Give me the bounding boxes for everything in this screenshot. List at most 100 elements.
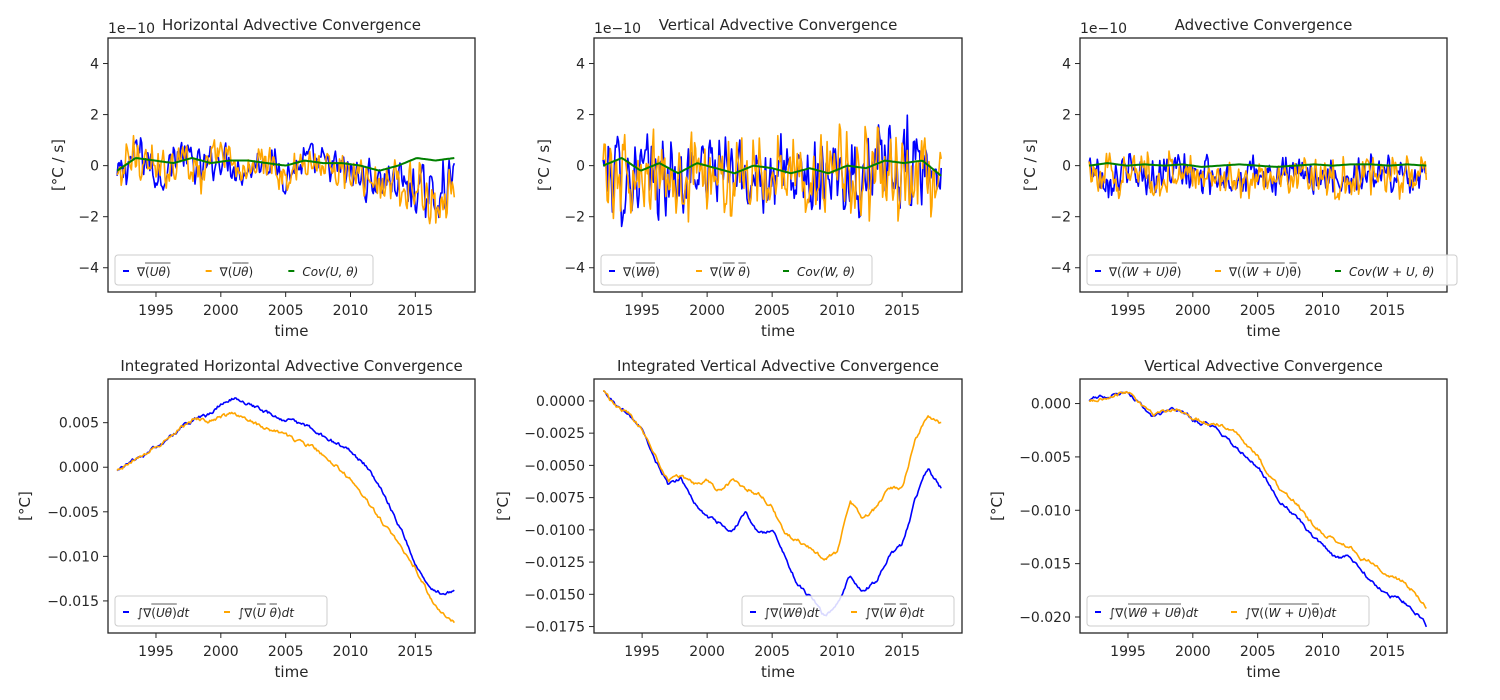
y-tick-label: −0.0075 bbox=[524, 491, 585, 507]
x-tick-label: 1995 bbox=[624, 303, 660, 319]
legend-open: ( bbox=[631, 265, 636, 279]
legend-body: Uθ bbox=[232, 265, 249, 279]
legend-box bbox=[1086, 254, 1458, 286]
y-tick-label: 0.005 bbox=[59, 416, 99, 432]
y-tick-label: −2 bbox=[78, 210, 99, 226]
x-tick-label: 2000 bbox=[203, 303, 239, 319]
legend-post: dt bbox=[177, 606, 191, 620]
y-tick-label: 0.000 bbox=[1031, 397, 1071, 413]
legend-open: ( bbox=[145, 265, 150, 279]
x-tick-label: 2005 bbox=[268, 303, 304, 319]
legend-open: (( bbox=[1259, 606, 1268, 620]
legend-label-2: ∫∇(U θ)dt bbox=[238, 606, 295, 620]
x-axis-label: time bbox=[275, 663, 309, 681]
y-tick-label: −4 bbox=[1050, 261, 1071, 277]
legend-func: ∇ bbox=[136, 265, 146, 279]
x-tick-label: 1995 bbox=[1110, 644, 1146, 660]
series-group bbox=[116, 397, 455, 624]
y-tick-label: −0.010 bbox=[47, 549, 99, 565]
legend-open: ( bbox=[228, 265, 233, 279]
legend-label-1: ∫∇(Wθ + Uθ)dt bbox=[1109, 606, 1199, 620]
legend: ∇(Wθ) ∇(W θ) Cov(W, θ) bbox=[600, 254, 873, 286]
x-tick-label: 2000 bbox=[203, 644, 239, 660]
legend-post: dt bbox=[282, 606, 296, 620]
series-line-2 bbox=[1088, 390, 1427, 609]
axis-offset-label: 1e−10 bbox=[108, 21, 155, 37]
x-tick-label: 2000 bbox=[1175, 303, 1211, 319]
legend-pre: ∫ bbox=[1109, 606, 1115, 620]
legend-func: ∇ bbox=[142, 606, 152, 620]
legend-body: (W + U)θ bbox=[1122, 265, 1178, 279]
legend-open: ( bbox=[1117, 265, 1122, 279]
legend-label-3: Cov(W, θ) bbox=[797, 265, 855, 279]
series-line-2 bbox=[602, 390, 942, 561]
legend-close: ) bbox=[249, 265, 254, 279]
chart-title: Horizontal Advective Convergence bbox=[162, 16, 421, 34]
x-tick-label: 2005 bbox=[754, 644, 790, 660]
legend-body: Cov(W, θ) bbox=[797, 265, 855, 279]
series-group bbox=[1088, 150, 1428, 201]
series-group bbox=[1088, 390, 1428, 628]
axis-offset-label: 1e−10 bbox=[1080, 21, 1127, 37]
series-line-3 bbox=[1088, 162, 1427, 168]
legend-post: dt bbox=[912, 606, 926, 620]
y-tick-label: −0.0100 bbox=[524, 523, 585, 539]
plot-frame bbox=[107, 378, 476, 634]
legend-func: ∇ bbox=[1250, 606, 1260, 620]
legend-pre: ∫ bbox=[764, 606, 770, 620]
y-tick-label: −0.0125 bbox=[524, 555, 585, 571]
x-axis-label: time bbox=[761, 322, 795, 340]
legend-func: ∇ bbox=[219, 265, 229, 279]
legend: ∫∇(Uθ)dt ∫∇(U θ)dt bbox=[114, 595, 328, 627]
y-axis-label: [°C] bbox=[16, 491, 34, 521]
legend-body: Wθ bbox=[783, 606, 803, 620]
legend-open: ( bbox=[151, 606, 156, 620]
x-tick-label: 2010 bbox=[1305, 303, 1341, 319]
series-line-1 bbox=[603, 390, 942, 617]
x-tick-label: 2015 bbox=[398, 303, 434, 319]
legend-close: ) bbox=[746, 265, 751, 279]
legend-box bbox=[741, 595, 955, 627]
legend-box bbox=[1086, 595, 1370, 627]
x-tick-label: 2000 bbox=[689, 303, 725, 319]
legend-close: ) bbox=[802, 606, 807, 620]
legend-label-2: ∇((W + U)θ) bbox=[1228, 265, 1301, 279]
legend-func: ∇ bbox=[1228, 265, 1238, 279]
legend-pre: ∫ bbox=[865, 606, 871, 620]
chart-panel-2: Vertical Advective Convergence 1e−10 1995 2… bbox=[535, 16, 963, 340]
series-line-1 bbox=[116, 397, 455, 596]
y-tick-label: −4 bbox=[564, 261, 585, 277]
plot-frame bbox=[1079, 37, 1448, 293]
legend-pre: ∫ bbox=[1245, 606, 1251, 620]
x-tick-label: 2005 bbox=[754, 303, 790, 319]
y-tick-label: −0.0025 bbox=[524, 426, 585, 442]
y-tick-label: −0.005 bbox=[1019, 450, 1071, 466]
legend: ∫∇(Wθ + Uθ)dt ∫∇((W + U)θ)dt bbox=[1086, 595, 1370, 627]
legend-func: ∇ bbox=[1108, 265, 1118, 279]
x-tick-label: 2010 bbox=[333, 303, 369, 319]
series-line-1 bbox=[116, 137, 456, 219]
legend-close: ) bbox=[277, 606, 282, 620]
y-tick-label: −0.010 bbox=[1019, 503, 1071, 519]
y-tick-label: −2 bbox=[1050, 210, 1071, 226]
x-tick-label: 2005 bbox=[1240, 303, 1276, 319]
y-tick-label: −0.015 bbox=[1019, 557, 1071, 573]
chart-panel-4: Integrated Horizontal Advective Converge… bbox=[16, 357, 476, 681]
x-tick-label: 2000 bbox=[1175, 644, 1211, 660]
x-tick-label: 2015 bbox=[1370, 303, 1406, 319]
legend-label-2: ∫∇((W + U)θ)dt bbox=[1245, 606, 1337, 620]
legend-close: ) bbox=[907, 606, 912, 620]
y-tick-label: 4 bbox=[576, 57, 585, 73]
y-tick-label: 2 bbox=[90, 108, 99, 124]
legend-box bbox=[114, 595, 328, 627]
legend-label-1: ∫∇(Uθ)dt bbox=[137, 606, 190, 620]
y-tick-label: −4 bbox=[78, 261, 99, 277]
chart-title: Integrated Horizontal Advective Converge… bbox=[120, 357, 462, 375]
series-group bbox=[602, 114, 942, 228]
legend-body: W θ bbox=[884, 606, 908, 620]
legend-close: ) bbox=[1181, 606, 1186, 620]
legend-label-1: ∇(Uθ) bbox=[136, 265, 171, 279]
legend-func: ∇ bbox=[622, 265, 632, 279]
y-tick-label: −0.020 bbox=[1019, 610, 1071, 626]
axis-offset-label: 1e−10 bbox=[594, 21, 641, 37]
